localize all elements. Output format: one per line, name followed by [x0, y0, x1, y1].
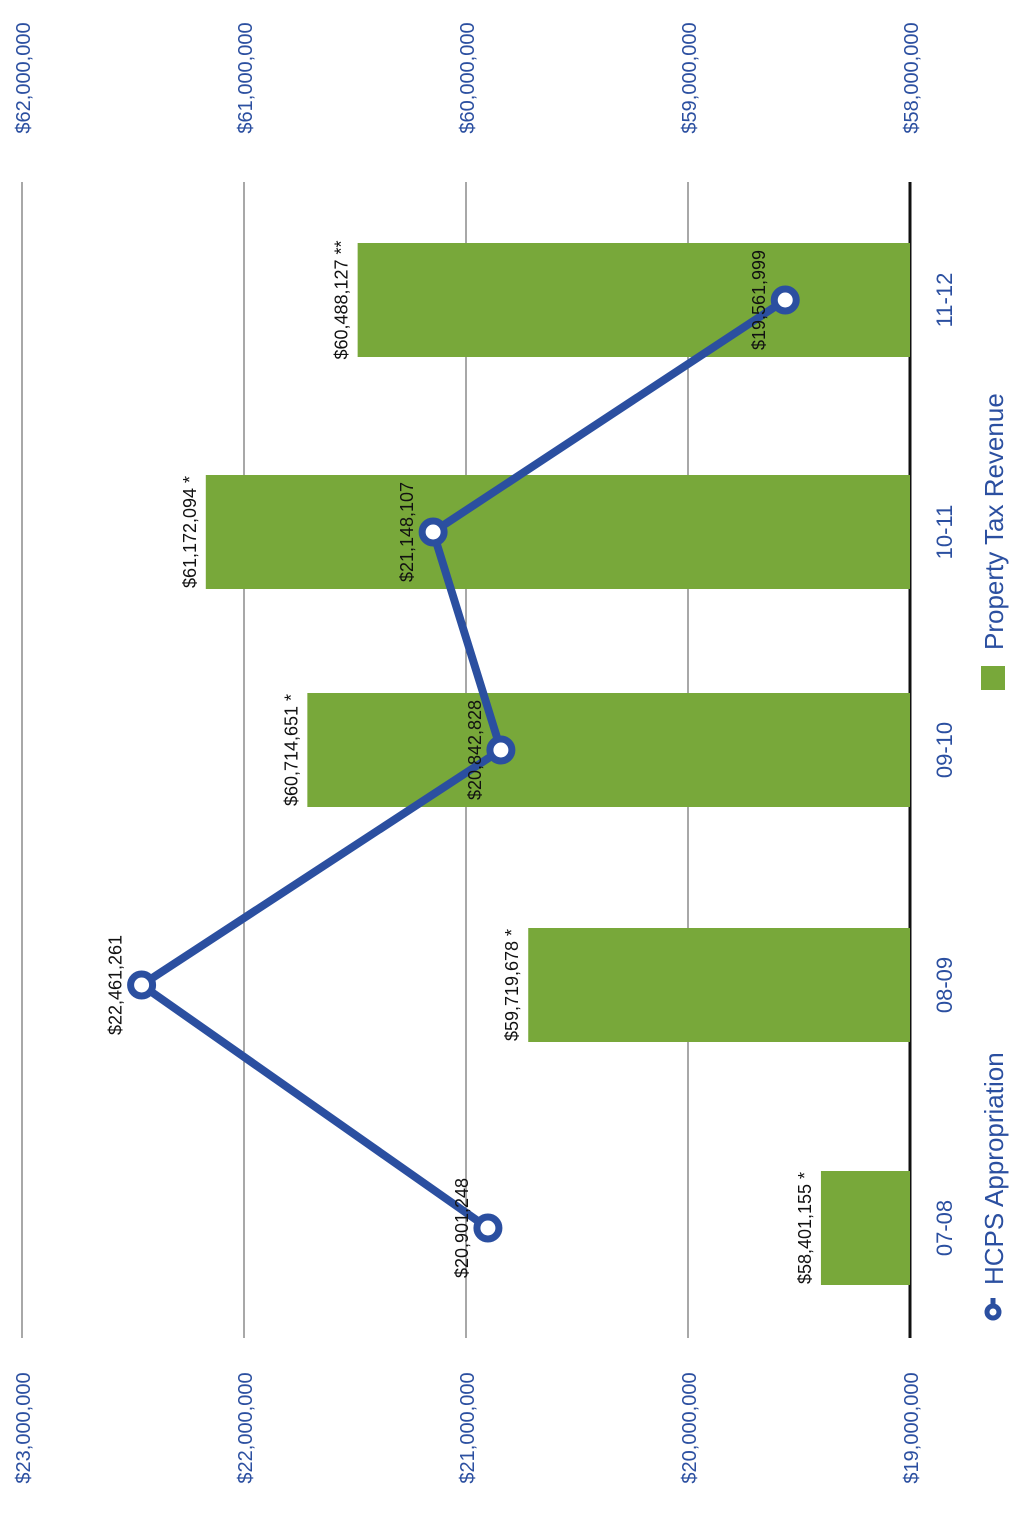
- primary-tick-label: $22,000,000: [235, 1372, 257, 1483]
- secondary-tick-label: $61,000,000: [235, 22, 257, 133]
- category-label: 08-09: [932, 957, 957, 1013]
- secondary-tick-label: $60,000,000: [457, 22, 479, 133]
- line-value-label: $19,561,999: [749, 250, 769, 350]
- bar-value-label: $59,719,678 *: [502, 929, 522, 1041]
- line-point: [486, 735, 516, 765]
- bar: [528, 928, 910, 1042]
- bar: [357, 243, 910, 357]
- bar-value-label: $60,714,651 *: [281, 694, 301, 806]
- legend-bar-swatch: [981, 666, 1005, 690]
- legend-bar-label: Property Tax Revenue: [979, 393, 1009, 650]
- category-label: 07-08: [932, 1200, 957, 1256]
- category-label: 10-11: [932, 505, 957, 560]
- legend: HCPS Appropriation Property Tax Revenue: [979, 393, 1009, 1321]
- category-label: 11-12: [932, 273, 957, 328]
- line-point: [770, 285, 800, 315]
- primary-tick-label: $23,000,000: [13, 1372, 35, 1483]
- category-label: 09-10: [932, 722, 957, 778]
- line-series: [127, 285, 800, 1243]
- data-labels: $58,401,155 * 07-08 $59,719,678 * 08-09 $60,…: [106, 240, 957, 1284]
- primary-tick-label: $19,000,000: [901, 1372, 923, 1483]
- line-value-label: $22,461,261: [106, 935, 126, 1035]
- legend-line-label: HCPS Appropriation: [979, 1052, 1009, 1285]
- secondary-tick-label: $62,000,000: [13, 22, 35, 133]
- bar-value-label: $58,401,155 *: [795, 1172, 815, 1284]
- line-value-label: $20,842,828: [465, 700, 485, 800]
- bar-value-label: $60,488,127 **: [332, 240, 352, 359]
- line-point: [418, 517, 448, 547]
- primary-tick-label: $21,000,000: [457, 1372, 479, 1483]
- line-point: [473, 1213, 503, 1243]
- bar: [820, 1171, 910, 1285]
- bar-value-label: $61,172,094 *: [180, 476, 200, 588]
- secondary-tick-label: $58,000,000: [901, 22, 923, 133]
- line-value-label: $21,148,107: [397, 482, 417, 582]
- line-value-label: $20,901,248: [452, 1178, 472, 1278]
- bar: [307, 693, 910, 807]
- legend-line-marker: [984, 1303, 1002, 1321]
- axis-ticks: $19,000,000 $58,000,000 $20,000,000 $59,000…: [13, 22, 923, 1483]
- secondary-tick-label: $59,000,000: [679, 22, 701, 133]
- bar-series: [205, 243, 910, 1285]
- bar: [205, 475, 910, 589]
- line-point: [127, 970, 157, 1000]
- primary-tick-label: $20,000,000: [679, 1372, 701, 1483]
